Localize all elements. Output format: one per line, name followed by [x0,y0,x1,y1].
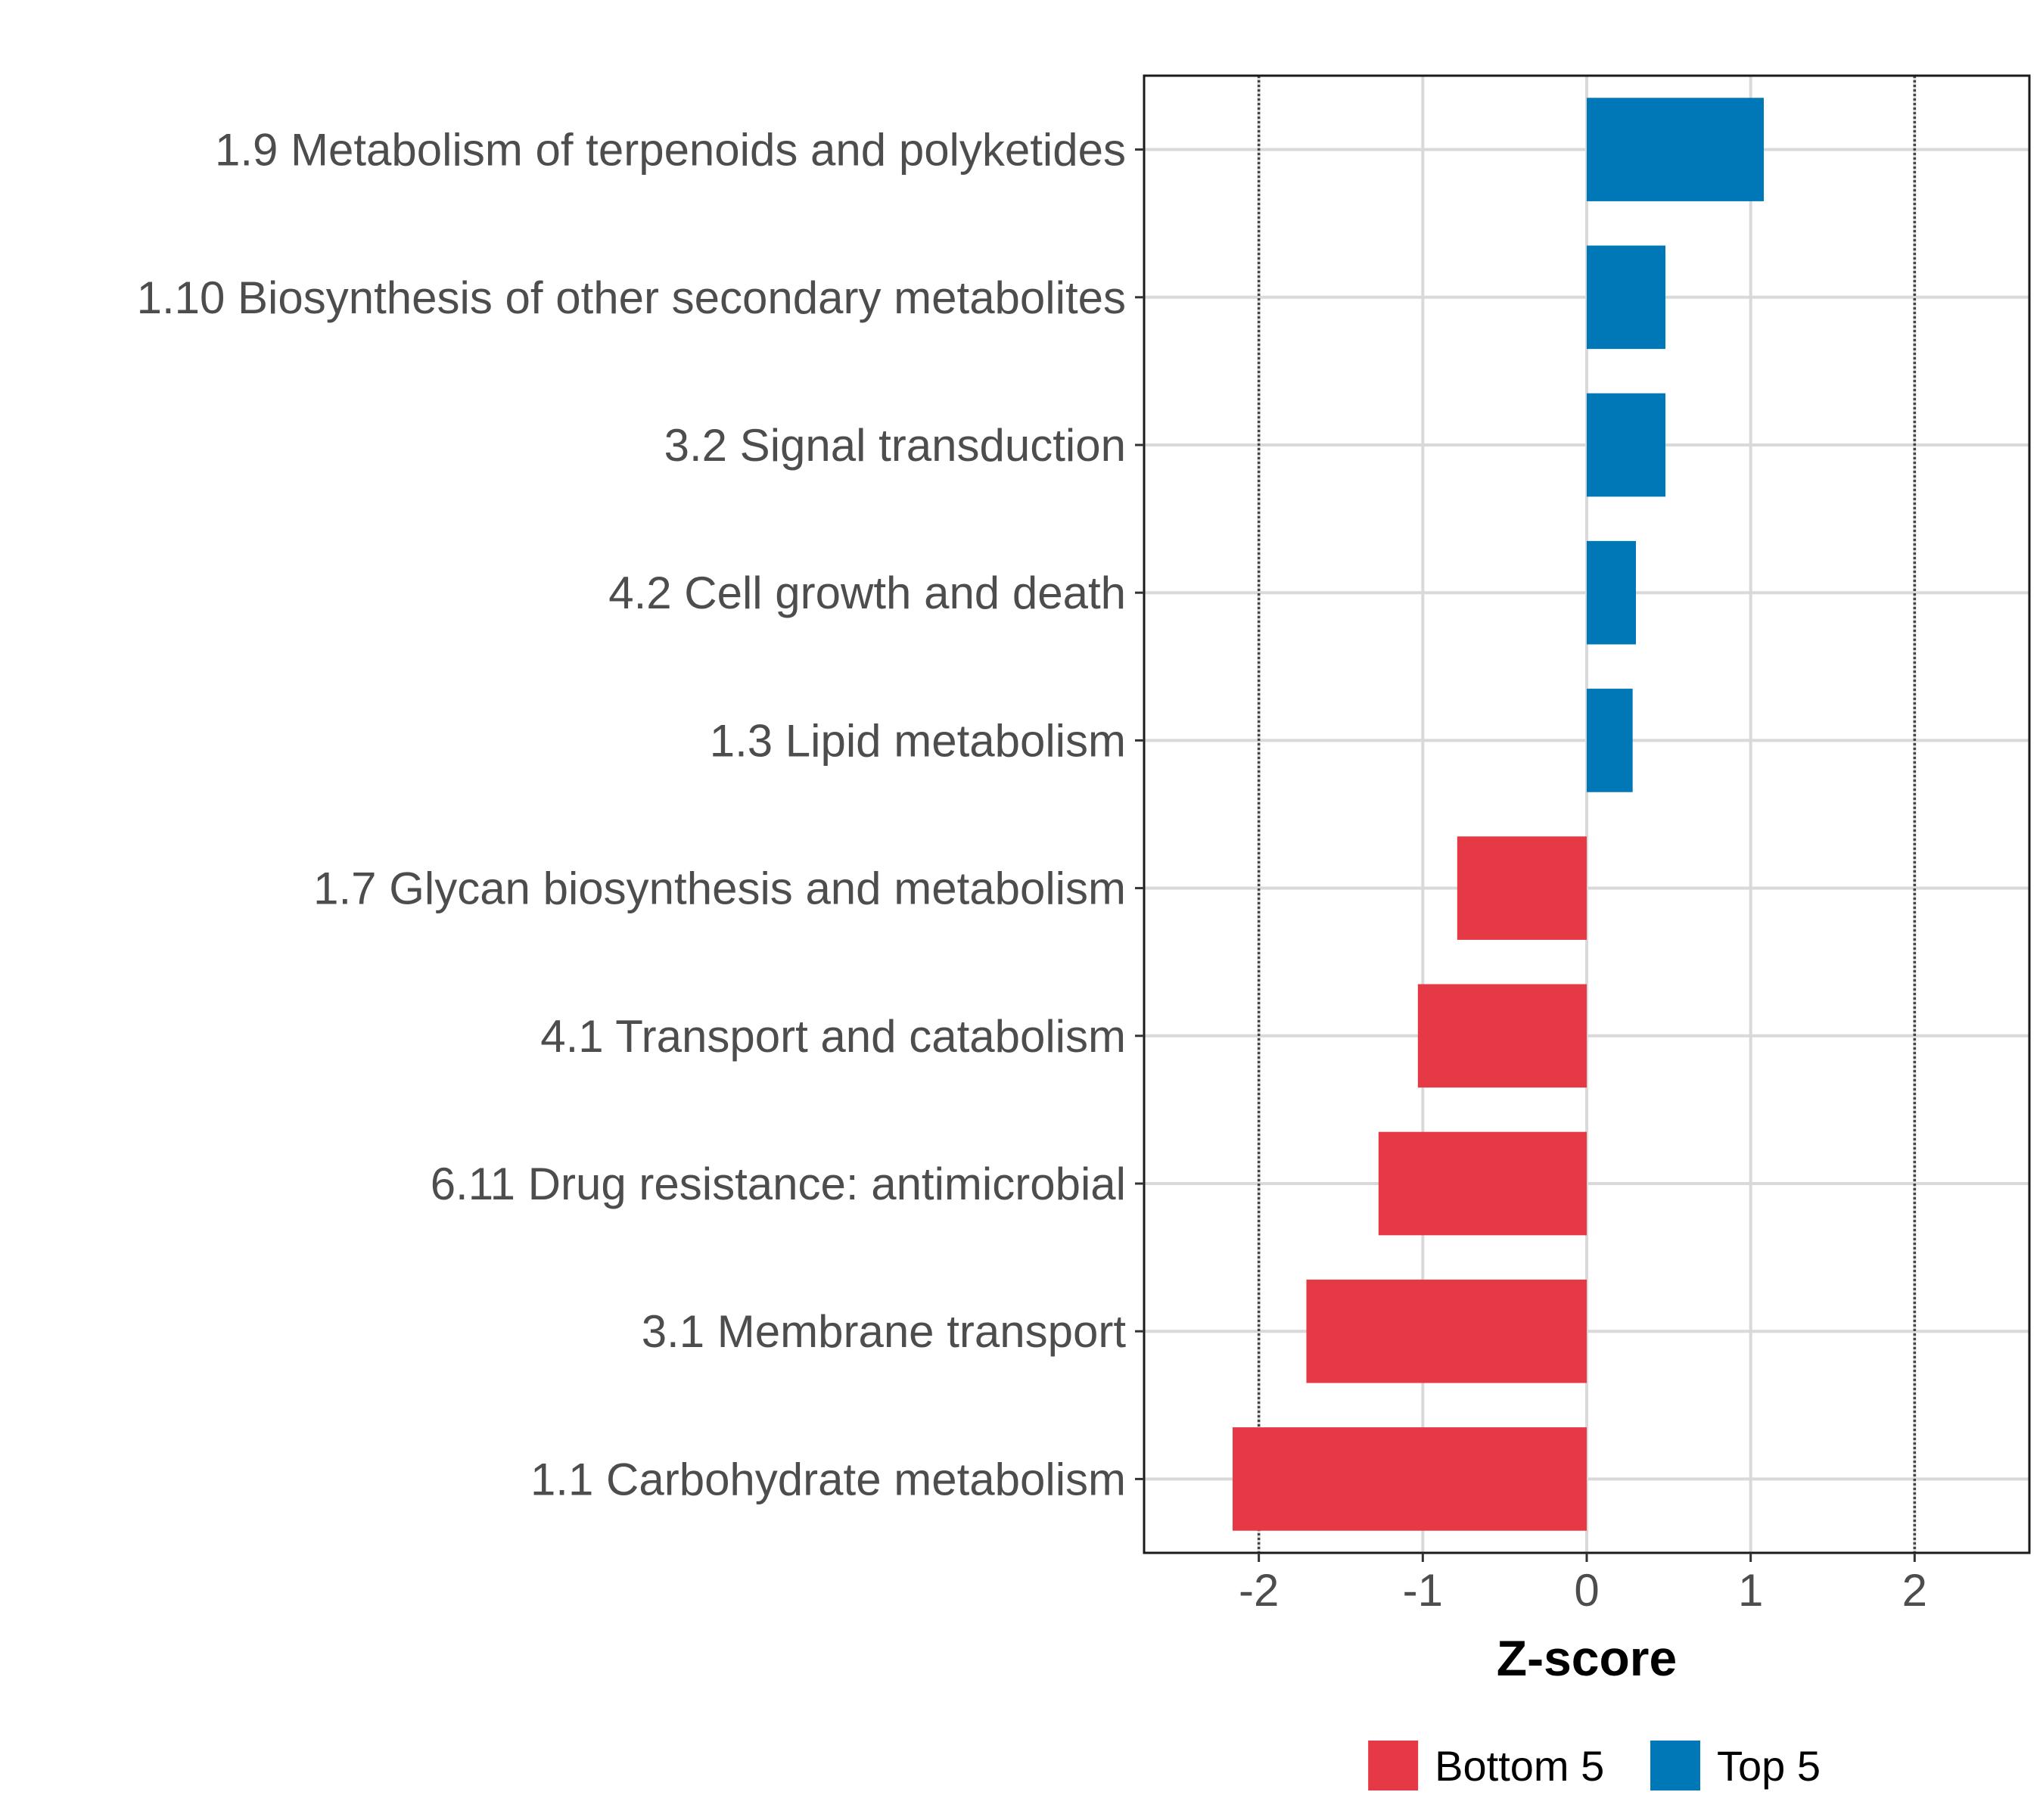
bar [1378,1131,1587,1236]
bars [1233,98,1764,1531]
legend-label: Top 5 [1717,1742,1821,1790]
legend-key [1650,1741,1701,1790]
bar [1587,98,1764,201]
x-axis: -2 -1 0 1 2 [1239,1553,1927,1616]
bar [1233,1427,1587,1531]
bar [1587,245,1665,350]
x-tick-label: 2 [1902,1565,1927,1616]
y-tick-label: 1.10 Biosynthesis of other secondary met… [137,272,1126,323]
y-tick-label: 1.1 Carbohydrate metabolism [530,1454,1126,1504]
y-axis: 1.9 Metabolism of terpenoids and polyket… [137,125,1144,1504]
x-tick-label: 1 [1738,1565,1763,1616]
legend-label: Bottom 5 [1435,1742,1604,1790]
x-tick-label: 0 [1574,1565,1599,1616]
y-tick-label: 1.3 Lipid metabolism [710,715,1126,766]
bar [1457,836,1587,940]
legend: Bottom 5 Top 5 [1368,1741,1821,1790]
y-tick-label: 6.11 Drug resistance: antimicrobial [431,1159,1126,1209]
y-tick-label: 1.7 Glycan biosynthesis and metabolism [313,863,1126,914]
y-tick-label: 1.9 Metabolism of terpenoids and polyket… [215,125,1126,176]
bar [1306,1279,1587,1383]
threshold-lines [1257,76,1917,1553]
legend-key [1368,1741,1419,1790]
bar [1587,393,1665,497]
bar [1587,540,1636,645]
y-tick-label: 4.1 Transport and catabolism [540,1011,1126,1062]
bar [1417,984,1587,1088]
y-tick-label: 3.2 Signal transduction [664,420,1126,471]
x-tick-label: -1 [1403,1565,1443,1616]
x-tick-label: -2 [1239,1565,1279,1616]
y-tick-label: 3.1 Membrane transport [642,1306,1127,1357]
x-axis-title: Z-score [1497,1630,1677,1686]
y-tick-label: 4.2 Cell growth and death [608,568,1126,618]
bar [1587,689,1633,792]
